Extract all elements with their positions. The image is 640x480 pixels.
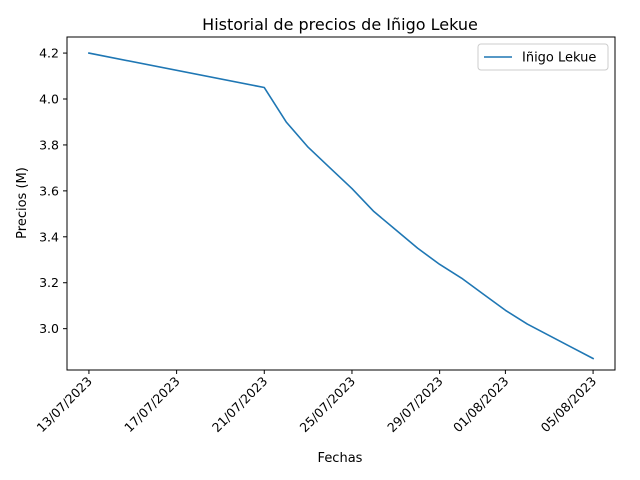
series-line-0 (87, 52, 595, 360)
legend: Iñigo Lekue (477, 43, 609, 71)
x-tick-label: 29/07/2023 (384, 374, 446, 436)
legend-label: Iñigo Lekue (522, 51, 596, 66)
plot-frame (66, 36, 616, 371)
y-tick-label: 3.0 (39, 321, 59, 336)
y-tick-label: 3.6 (39, 183, 59, 198)
y-tick-label: 3.2 (39, 275, 59, 290)
y-tick-label: 4.0 (39, 92, 59, 107)
x-tick-label: 25/07/2023 (297, 374, 359, 436)
y-tick-label: 3.8 (39, 137, 59, 152)
y-tick-label: 3.4 (39, 229, 59, 244)
x-tick-label: 01/08/2023 (450, 374, 512, 436)
y-tick-label: 4.2 (39, 46, 59, 61)
plot-area: 3.0 3.2 3.4 3.6 3.8 4.0 4.2 13/07/2023 17/07/202… (33, 36, 616, 436)
x-axis-title: Fechas (318, 451, 363, 466)
x-tick-label: 17/07/2023 (121, 374, 183, 436)
x-tick-label: 21/07/2023 (209, 374, 271, 436)
legend-box (477, 43, 609, 71)
chart-title: Historial de precios de Iñigo Lekue (202, 15, 478, 34)
x-tick-label: 13/07/2023 (33, 374, 95, 436)
y-axis-title: Precios (M) (15, 167, 30, 239)
x-tick-label: 05/08/2023 (538, 374, 600, 436)
